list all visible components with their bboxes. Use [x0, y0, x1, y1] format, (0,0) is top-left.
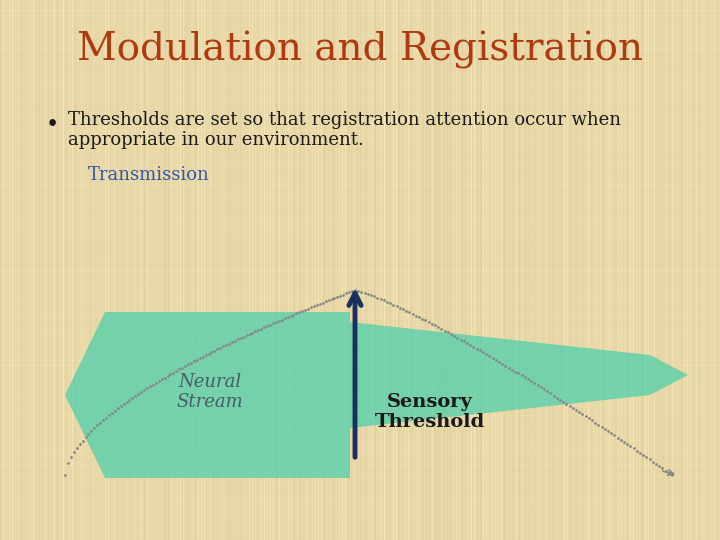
Polygon shape — [65, 312, 350, 478]
Text: Neural
Stream: Neural Stream — [176, 373, 243, 411]
Text: appropriate in our environment.: appropriate in our environment. — [68, 131, 364, 149]
Text: Sensory
Threshold: Sensory Threshold — [375, 393, 485, 431]
Text: •: • — [45, 114, 58, 136]
Text: Thresholds are set so that registration attention occur when: Thresholds are set so that registration … — [68, 111, 621, 129]
Polygon shape — [350, 322, 688, 428]
Text: Modulation and Registration: Modulation and Registration — [77, 31, 643, 69]
Text: Transmission: Transmission — [88, 166, 210, 184]
